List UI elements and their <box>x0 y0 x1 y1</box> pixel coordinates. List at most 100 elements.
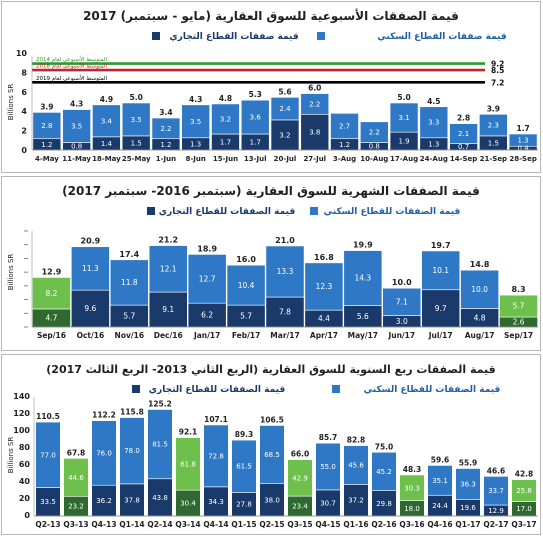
commercial-value-label: 0.4 <box>518 145 530 153</box>
residential-bar <box>479 113 508 137</box>
weekly-y-tick: 0 <box>21 146 27 155</box>
total-value-label: 5.0 <box>397 93 410 102</box>
x-tick-label: Nov/16 <box>115 331 145 340</box>
x-tick-label: 3-Aug <box>333 155 356 163</box>
total-value-label: 46.6 <box>487 466 506 475</box>
total-value-label: 18.9 <box>197 244 217 253</box>
quarterly-y-tick: 120 <box>13 409 30 418</box>
monthly-legend-swatch-commercial <box>147 207 155 215</box>
residential-value-label: 7.1 <box>396 297 408 306</box>
total-value-label: 14.8 <box>470 260 490 269</box>
quarterly-legend-swatch-commercial <box>132 385 140 393</box>
total-value-label: 19.7 <box>431 241 451 250</box>
total-value-label: 3.4 <box>159 108 172 117</box>
total-value-label: 110.5 <box>36 412 60 421</box>
residential-value-label: 45.6 <box>348 461 364 469</box>
commercial-value-label: 1.5 <box>131 139 142 147</box>
commercial-value-label: 9.6 <box>84 304 96 313</box>
residential-bar <box>508 133 538 147</box>
residential-value-label: 11.3 <box>82 264 99 273</box>
weekly-y-tick: 10 <box>16 49 28 58</box>
residential-bar <box>119 417 145 485</box>
residential-value-label: 2.1 <box>458 130 469 138</box>
x-tick-label: Mar/17 <box>270 331 299 340</box>
residential-value-label: 61.8 <box>180 460 196 468</box>
residential-bar <box>287 459 313 497</box>
residential-value-label: 72.8 <box>208 452 224 460</box>
commercial-value-label: 23.2 <box>68 503 84 511</box>
residential-bar <box>389 102 419 133</box>
commercial-value-label: 4.7 <box>45 314 57 323</box>
x-tick-label: Dec/16 <box>154 331 183 340</box>
residential-bar <box>121 102 151 137</box>
residential-value-label: 3.2 <box>220 115 231 123</box>
residential-value-label: 3.6 <box>250 114 262 122</box>
commercial-value-label: 6.2 <box>201 311 213 320</box>
weekly-y-ticks: 0 2 4 6 8 10 <box>16 49 28 155</box>
x-tick-label: May/17 <box>348 331 378 340</box>
total-value-label: 85.7 <box>319 433 338 442</box>
x-tick-label: Q3-15 <box>287 520 312 529</box>
quarterly-chart-panel: قيمة الصفقات ربع السنوية للسوق العقارية … <box>1 354 541 535</box>
residential-bar <box>211 103 240 135</box>
residential-bar <box>499 294 538 318</box>
total-value-label: 19.9 <box>353 241 373 250</box>
residential-bar <box>187 254 227 304</box>
total-value-label: 5.3 <box>249 90 262 99</box>
residential-bar <box>315 442 341 491</box>
total-value-label: 20.9 <box>81 237 101 246</box>
residential-bar <box>270 97 300 121</box>
x-tick-label: 8-Jun <box>186 155 206 163</box>
x-tick-label: 17-Aug <box>390 155 418 163</box>
total-value-label: 4.3 <box>189 95 202 104</box>
x-tick-label: Q4-14 <box>203 520 228 529</box>
residential-value-label: 11.8 <box>121 278 138 287</box>
x-tick-label: Q1-14 <box>119 520 144 529</box>
commercial-value-label: 1.3 <box>190 140 201 148</box>
commercial-value-label: 3.8 <box>309 129 320 137</box>
total-value-label: 16.0 <box>236 255 256 264</box>
weekly-chart: قيمة الصفقات الأسبوعية للسوق العقارية (م… <box>7 8 538 163</box>
x-tick-label: 18-May <box>92 155 121 163</box>
residential-value-label: 44.6 <box>68 474 84 482</box>
residential-value-label: 12.1 <box>160 264 177 273</box>
residential-bar <box>371 451 397 491</box>
quarterly-chart: قيمة الصفقات ربع السنوية للسوق العقارية … <box>7 363 538 529</box>
x-tick-label: 14-Sep <box>450 155 477 163</box>
x-tick-label: Q2-15 <box>259 520 284 529</box>
commercial-value-label: 1.2 <box>160 141 171 149</box>
commercial-bar <box>343 484 369 517</box>
residential-bar <box>421 250 461 291</box>
monthly-chart-title: قيمة الصفقات الشهرية للسوق العقارية (سبت… <box>62 184 480 199</box>
quarterly-y-tick: 40 <box>19 477 31 486</box>
residential-bar <box>330 113 359 140</box>
residential-bar <box>32 112 62 140</box>
monthly-chart-panel: قيمة الصفقات الشهرية للسوق العقارية (سبت… <box>1 176 541 351</box>
commercial-value-label: 7.8 <box>279 308 291 317</box>
residential-value-label: 76.0 <box>96 449 112 457</box>
weekly-legend-swatch-residential <box>317 32 325 40</box>
residential-value-label: 10.0 <box>471 285 488 294</box>
weekly-chart-title: قيمة الصفقات الأسبوعية للسوق العقارية (م… <box>83 8 459 24</box>
commercial-value-label: 18.0 <box>404 505 420 513</box>
total-value-label: 75.0 <box>375 442 394 451</box>
x-tick-label: 25-May <box>122 155 151 163</box>
residential-value-label: 3.3 <box>428 119 439 127</box>
total-value-label: 42.8 <box>515 470 534 479</box>
commercial-value-label: 37.2 <box>348 497 364 505</box>
commercial-value-label: 0.8 <box>71 143 82 151</box>
commercial-value-label: 4.4 <box>318 314 330 323</box>
residential-bar <box>511 479 537 502</box>
residential-value-label: 81.5 <box>152 441 168 449</box>
residential-bar <box>35 421 61 488</box>
residential-value-label: 1.3 <box>518 137 529 145</box>
commercial-value-label: 0.8 <box>369 143 380 151</box>
quarterly-legend-label-residential: قيمة الصفقات للقطاع السكني <box>364 385 501 395</box>
x-tick-label: Q3-13 <box>63 520 88 529</box>
total-value-label: 4.5 <box>427 97 440 106</box>
residential-value-label: 5.7 <box>513 302 525 311</box>
x-tick-label: Q3-16 <box>399 520 424 529</box>
quarterly-legend-swatch-residential <box>332 385 340 393</box>
total-value-label: 92.1 <box>179 428 198 437</box>
x-tick-label: Apr/17 <box>310 331 338 340</box>
